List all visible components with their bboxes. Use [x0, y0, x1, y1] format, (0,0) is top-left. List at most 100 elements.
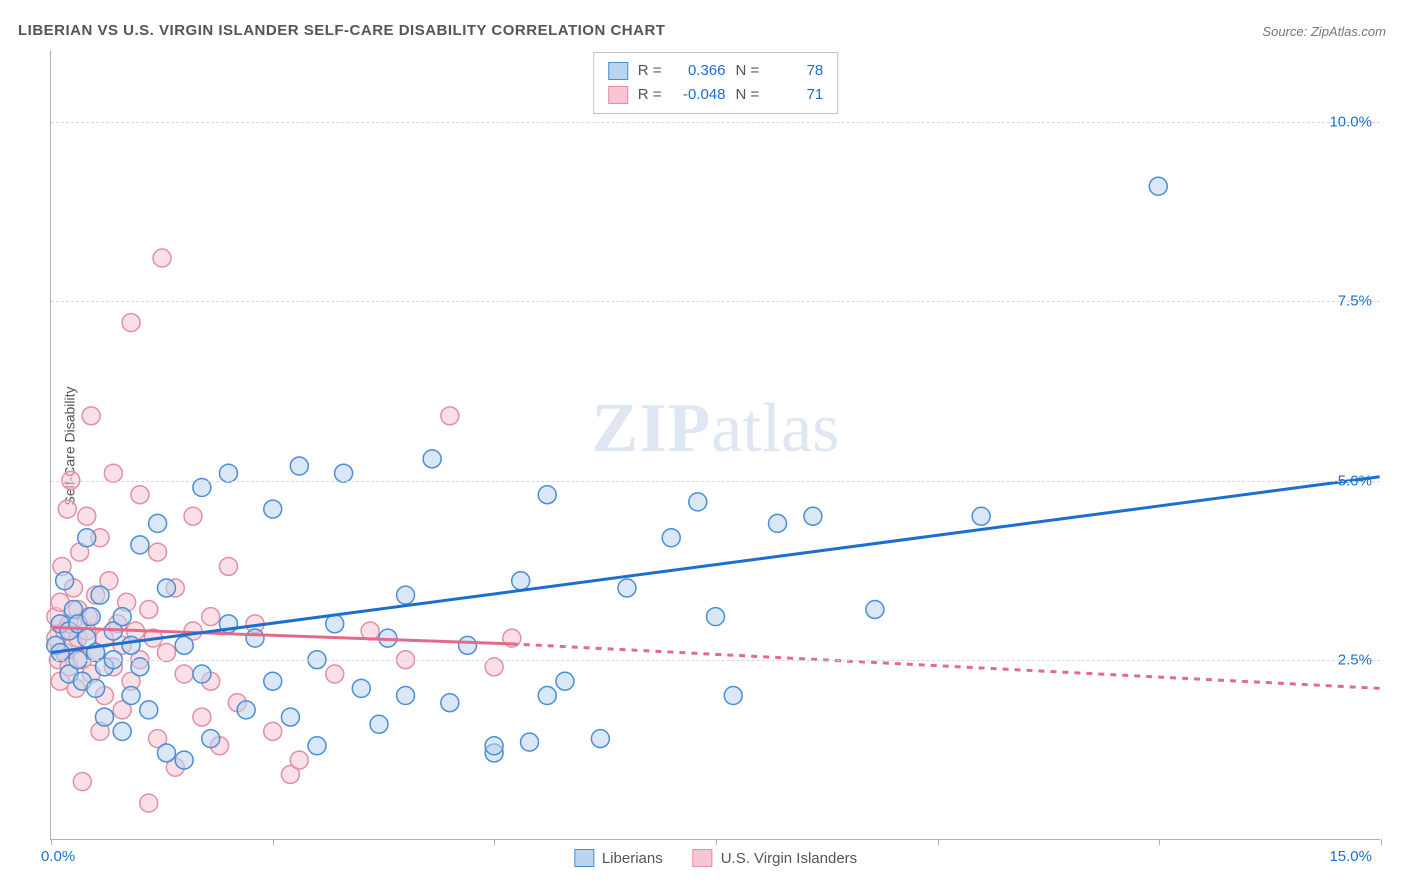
n-value-2: 71: [769, 83, 823, 107]
data-point: [175, 751, 193, 769]
data-point: [175, 636, 193, 654]
data-point: [521, 733, 539, 751]
data-point: [264, 672, 282, 690]
data-point: [87, 679, 105, 697]
r-label-2: R =: [638, 83, 662, 107]
x-tick: [938, 839, 939, 845]
stats-legend-box: R = 0.366 N = 78 R = -0.048 N = 71: [593, 52, 839, 114]
data-point: [122, 314, 140, 332]
grid-line: [51, 301, 1380, 302]
legend-label-2: U.S. Virgin Islanders: [721, 850, 857, 867]
x-tick: [1381, 839, 1382, 845]
data-point: [219, 557, 237, 575]
data-point: [184, 507, 202, 525]
data-point: [326, 615, 344, 633]
data-point: [193, 708, 211, 726]
n-label-1: N =: [736, 59, 760, 83]
data-point: [972, 507, 990, 525]
data-point: [441, 407, 459, 425]
data-point: [441, 694, 459, 712]
data-point: [140, 600, 158, 618]
data-point: [556, 672, 574, 690]
data-point: [370, 715, 388, 733]
data-point: [689, 493, 707, 511]
data-point: [104, 464, 122, 482]
data-point: [512, 572, 530, 590]
data-point: [149, 543, 167, 561]
swatch-blue-icon: [608, 62, 628, 80]
legend-swatch-blue-icon: [574, 849, 594, 867]
data-point: [246, 629, 264, 647]
source-link[interactable]: ZipAtlas.com: [1311, 24, 1386, 39]
data-point: [78, 507, 96, 525]
r-label-1: R =: [638, 59, 662, 83]
data-point: [618, 579, 636, 597]
data-point: [122, 636, 140, 654]
r-value-1: 0.366: [672, 59, 726, 83]
legend-item-1: Liberians: [574, 849, 663, 867]
chart-container: LIBERIAN VS U.S. VIRGIN ISLANDER SELF-CA…: [0, 0, 1406, 892]
data-point: [82, 407, 100, 425]
grid-line: [51, 122, 1380, 123]
data-point: [335, 464, 353, 482]
data-point: [290, 457, 308, 475]
data-point: [264, 500, 282, 518]
x-tick: [51, 839, 52, 845]
data-point: [662, 529, 680, 547]
data-point: [326, 665, 344, 683]
data-point: [131, 536, 149, 554]
legend-swatch-pink-icon: [693, 849, 713, 867]
bottom-legend: Liberians U.S. Virgin Islanders: [574, 849, 857, 867]
n-label-2: N =: [736, 83, 760, 107]
y-tick-label: 7.5%: [1338, 293, 1372, 310]
data-point: [131, 486, 149, 504]
data-point: [122, 687, 140, 705]
source-attribution: Source: ZipAtlas.com: [1262, 24, 1386, 39]
x-tick: [494, 839, 495, 845]
data-point: [82, 608, 100, 626]
chart-title: LIBERIAN VS U.S. VIRGIN ISLANDER SELF-CA…: [18, 22, 665, 39]
data-point: [175, 665, 193, 683]
stats-row-1: R = 0.366 N = 78: [608, 59, 824, 83]
data-point: [768, 514, 786, 532]
data-point: [140, 701, 158, 719]
x-tick: [273, 839, 274, 845]
data-point: [724, 687, 742, 705]
trend-line: [512, 644, 1380, 688]
data-point: [459, 636, 477, 654]
data-point: [804, 507, 822, 525]
y-tick-label: 2.5%: [1338, 652, 1372, 669]
scatter-svg: [51, 50, 1380, 839]
data-point: [397, 687, 415, 705]
grid-line: [51, 481, 1380, 482]
data-point: [95, 708, 113, 726]
data-point: [140, 794, 158, 812]
data-point: [78, 529, 96, 547]
plot-area: ZIPatlas R = 0.366 N = 78 R = -0.048 N =…: [50, 50, 1380, 840]
data-point: [538, 486, 556, 504]
data-point: [866, 600, 884, 618]
data-point: [290, 751, 308, 769]
data-point: [58, 500, 76, 518]
legend-item-2: U.S. Virgin Islanders: [693, 849, 857, 867]
data-point: [91, 586, 109, 604]
data-point: [423, 450, 441, 468]
data-point: [1149, 177, 1167, 195]
y-tick-label: 5.0%: [1338, 472, 1372, 489]
data-point: [149, 514, 167, 532]
data-point: [157, 644, 175, 662]
r-value-2: -0.048: [672, 83, 726, 107]
data-point: [193, 665, 211, 683]
n-value-1: 78: [769, 59, 823, 83]
stats-row-2: R = -0.048 N = 71: [608, 83, 824, 107]
data-point: [485, 737, 503, 755]
data-point: [591, 730, 609, 748]
x-axis-label-max: 15.0%: [1329, 848, 1372, 865]
data-point: [397, 586, 415, 604]
data-point: [157, 744, 175, 762]
data-point: [308, 737, 326, 755]
source-label: Source:: [1262, 24, 1307, 39]
data-point: [157, 579, 175, 597]
data-point: [264, 722, 282, 740]
data-point: [281, 708, 299, 726]
